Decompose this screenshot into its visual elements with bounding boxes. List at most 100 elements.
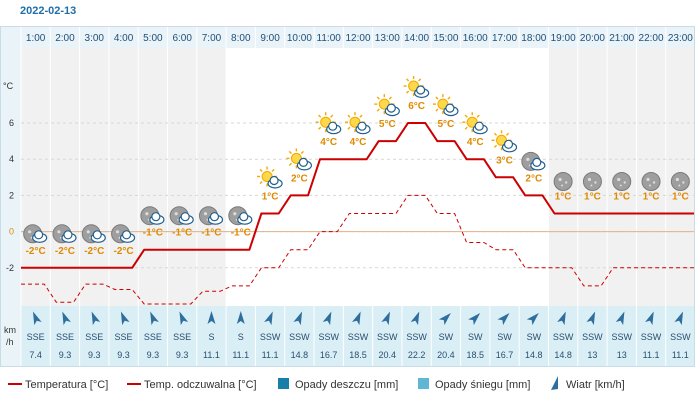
sun-cloud-icon xyxy=(286,148,312,171)
temperature-label: -1°C xyxy=(143,228,163,239)
temperature-label: 1°C xyxy=(613,192,630,203)
wind-direction: SSW xyxy=(289,332,310,342)
temperature-label: 3°C xyxy=(496,155,513,166)
wind-arrow-icon xyxy=(615,311,625,326)
hour-label: 10:00 xyxy=(287,33,312,44)
legend-label-wind: Wiatr [km/h] xyxy=(566,379,625,391)
temperature-label: 5°C xyxy=(438,119,455,130)
wind-direction: SSW xyxy=(611,332,632,342)
wind-speed: 20.4 xyxy=(379,350,397,360)
legend-label-rain: Opady deszczu [mm] xyxy=(295,379,398,391)
wind-arrow-icon xyxy=(526,313,539,326)
temperature-label: 1°C xyxy=(672,192,689,203)
moon-crater xyxy=(617,177,621,182)
sun-ray xyxy=(359,114,363,118)
wind-arrow-shape xyxy=(615,311,625,326)
wind-arrow-shape xyxy=(236,311,245,324)
hour-label: 16:00 xyxy=(463,33,488,44)
wind-speed: 9.3 xyxy=(176,350,189,360)
temperature-label: -2°C xyxy=(84,246,104,257)
sun-ray xyxy=(271,168,275,173)
wind-direction: SSE xyxy=(85,332,103,342)
wind-arrow-shape xyxy=(645,311,654,326)
wind-arrow-icon xyxy=(557,311,566,326)
cloud-puff xyxy=(357,121,367,131)
hour-label: 2:00 xyxy=(55,33,75,44)
sun-ray xyxy=(406,90,410,94)
cloud-puff xyxy=(180,212,190,222)
column-background xyxy=(343,48,373,306)
moon-crater xyxy=(646,177,650,182)
sun-cloud-icon xyxy=(345,112,371,135)
wind-direction: SSE xyxy=(115,332,133,342)
moon-crater xyxy=(590,184,593,187)
legend-swatch-snow xyxy=(418,378,429,389)
moon-icon xyxy=(582,172,602,191)
wind-arrow-icon xyxy=(236,311,245,324)
temperature-label: -2°C xyxy=(114,246,134,257)
column-background xyxy=(108,48,139,306)
moon-crater xyxy=(623,181,626,184)
wind-arrow-shape xyxy=(150,311,159,326)
wind-speed: 11.1 xyxy=(232,350,249,360)
wind-arrow-shape xyxy=(207,311,216,324)
wind-arrow-shape xyxy=(179,311,189,326)
wind-direction: S xyxy=(238,332,244,342)
cloud-puff xyxy=(474,121,484,131)
temperature-label: 1°C xyxy=(643,192,660,203)
wind-arrow-shape xyxy=(381,311,390,326)
wind-direction: S xyxy=(208,332,214,342)
hour-label: 12:00 xyxy=(345,33,370,44)
hour-label: 23:00 xyxy=(668,33,693,44)
wind-direction: SW xyxy=(439,332,454,342)
wind-arrow-shape xyxy=(322,311,332,326)
sun-ray xyxy=(493,132,498,136)
night-cloudy-icon xyxy=(52,224,77,244)
wind-arrow-icon xyxy=(468,313,481,326)
wind-direction: SSW xyxy=(582,332,603,342)
temperature-label: 2°C xyxy=(525,173,542,184)
wind-arrow-shape xyxy=(32,311,42,326)
cloud-puff xyxy=(328,121,338,131)
hour-label: 5:00 xyxy=(143,33,163,44)
wind-direction: SW xyxy=(527,332,542,342)
legend: Temperatura [°C] Temp. odczuwalna [°C] Opa… xyxy=(8,376,625,391)
cloud-puff xyxy=(445,103,455,113)
wind-arrow-icon xyxy=(120,311,130,326)
sun-cloud-icon xyxy=(432,94,459,117)
legend-swatch-rain xyxy=(278,378,289,389)
sun-ray xyxy=(347,126,351,130)
wind-direction: SSE xyxy=(27,332,45,342)
moon-crater xyxy=(675,177,679,182)
wind-arrow-icon xyxy=(179,311,189,326)
wind-direction: SW xyxy=(497,332,512,342)
moon-crater xyxy=(619,184,622,187)
moon-icon xyxy=(553,172,573,191)
wind-speed: 9.3 xyxy=(59,350,72,360)
legend-label-feels-like: Temp. odczuwalna [°C] xyxy=(144,379,257,391)
sun-cloud-icon xyxy=(315,112,342,135)
temperature-label: -2°C xyxy=(26,246,46,257)
wind-arrow-icon xyxy=(322,311,332,326)
wind-arrow-shape xyxy=(264,311,273,326)
wind-speed: 9.3 xyxy=(117,350,130,360)
wind-direction: SSE xyxy=(173,332,191,342)
wind-arrow-shape xyxy=(438,313,451,326)
sun-ray xyxy=(288,150,292,154)
temperature-label: 1°C xyxy=(555,192,572,203)
night-cloudy-icon xyxy=(198,206,224,226)
sun-ray xyxy=(493,144,498,148)
moon-crater xyxy=(526,157,530,161)
temperature-line xyxy=(21,122,695,269)
wind-arrow-icon xyxy=(264,311,273,326)
cloud-puff xyxy=(151,212,161,222)
cloud-puff xyxy=(298,157,308,167)
moon-crater xyxy=(233,212,237,216)
hour-label: 14:00 xyxy=(404,33,429,44)
wind-arrow-shape xyxy=(352,311,361,326)
y-tick-label: -2 xyxy=(6,263,14,273)
sun-ray xyxy=(300,150,304,154)
wind-arrow-icon xyxy=(497,313,510,326)
moon-crater xyxy=(678,184,681,187)
